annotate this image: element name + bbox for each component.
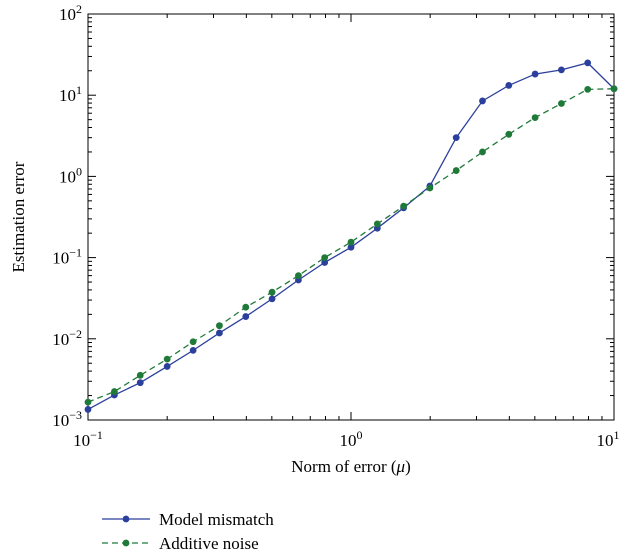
data-point: [347, 243, 355, 251]
y-axis-label: Estimation error: [9, 161, 28, 272]
y-tick-label: 102: [59, 2, 82, 24]
y-tick-exponent: 1: [76, 83, 82, 97]
data-point: [505, 82, 513, 89]
data-point: [163, 363, 171, 370]
y-tick-exponent: 2: [76, 2, 82, 16]
x-tick-label: 10−1: [73, 428, 103, 450]
data-point: [216, 322, 223, 330]
data-point: [347, 238, 355, 246]
data-point: [321, 254, 329, 261]
data-point: [295, 272, 302, 280]
series-layer: [84, 59, 618, 413]
x-tick-base: 10: [73, 431, 90, 450]
data-point: [163, 355, 171, 363]
x-tick-base: 10: [340, 431, 357, 450]
series-line: [87, 88, 615, 403]
x-tick-exponent: 0: [357, 428, 363, 442]
data-point: [268, 295, 276, 303]
data-point: [242, 303, 250, 311]
x-tick-label: 101: [597, 428, 620, 450]
y-tick-label: 101: [59, 83, 82, 105]
x-axis-label-text: Norm of error (: [291, 457, 397, 476]
data-point: [531, 70, 539, 78]
data-point: [558, 100, 565, 107]
y-tick-label: 10−1: [52, 246, 82, 268]
data-point: [189, 338, 197, 346]
y-tick-exponent: −2: [69, 327, 82, 341]
data-point: [110, 388, 118, 395]
legend-label: Model mismatch: [159, 510, 274, 529]
x-tick-exponent: −1: [90, 428, 103, 442]
x-axis-label-symbol: μ: [396, 457, 406, 476]
y-tick-base: 10: [59, 86, 76, 105]
legend-marker: [122, 539, 130, 547]
x-tick-exponent: 1: [614, 428, 620, 442]
data-point: [505, 130, 513, 138]
data-point: [531, 114, 539, 121]
y-tick-exponent: −3: [69, 408, 82, 422]
y-tick-label: 10−2: [52, 327, 82, 349]
data-point: [189, 346, 197, 354]
y-tick-base: 10: [52, 249, 69, 268]
data-point: [136, 379, 144, 387]
x-axis-label-close: ): [405, 457, 411, 476]
y-tick-base: 10: [59, 5, 76, 24]
data-point: [321, 259, 329, 266]
y-tick-exponent: 0: [76, 164, 82, 178]
y-tick-label: 10−3: [52, 408, 82, 430]
data-point: [479, 97, 486, 105]
data-point: [216, 329, 223, 337]
legend: Model mismatch Additive noise: [102, 510, 274, 553]
x-tick-base: 10: [597, 431, 614, 450]
legend-label: Additive noise: [159, 534, 259, 553]
y-tick-base: 10: [52, 411, 69, 430]
y-tick-base: 10: [59, 167, 76, 186]
y-tick-label: 100: [59, 164, 82, 186]
data-point: [373, 220, 381, 228]
data-point: [452, 134, 460, 142]
data-point: [558, 66, 565, 74]
x-tick-label: 100: [340, 428, 363, 450]
data-point: [242, 313, 250, 320]
data-point: [84, 398, 92, 406]
data-point: [426, 184, 434, 192]
x-axis-label: Norm of error (μ): [291, 457, 410, 476]
legend-item: Model mismatch: [102, 510, 274, 529]
legend-item: Additive noise: [102, 534, 259, 553]
data-point: [84, 406, 92, 413]
y-tick-exponent: −1: [69, 246, 82, 260]
y-tick-base: 10: [52, 330, 69, 349]
data-point: [268, 288, 276, 296]
data-point: [400, 202, 408, 210]
data-point: [584, 85, 592, 93]
data-point: [479, 148, 486, 156]
legend-marker: [122, 515, 130, 523]
data-point: [136, 371, 144, 379]
data-point: [610, 85, 618, 93]
data-point: [452, 167, 460, 174]
data-point: [584, 59, 592, 67]
series-additive-noise: [84, 85, 618, 406]
